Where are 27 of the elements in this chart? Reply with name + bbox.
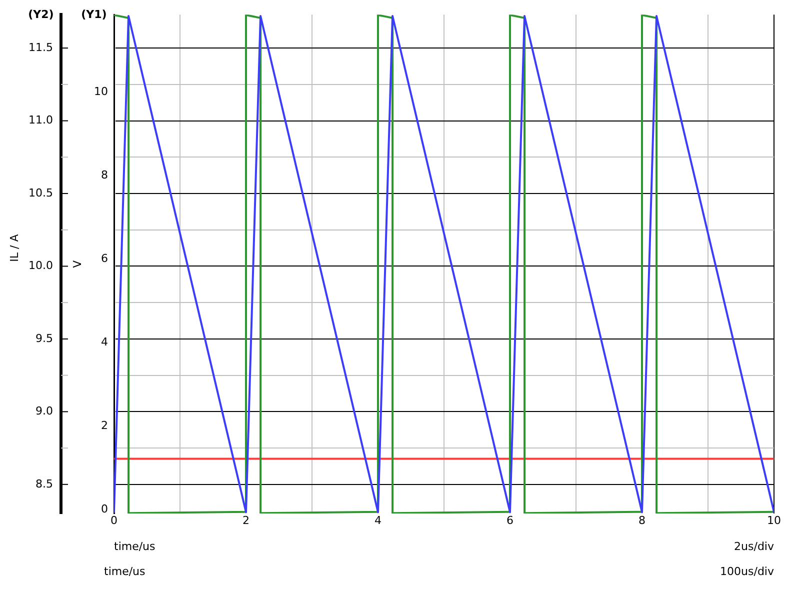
y2-tick-label: 10.0 [28,259,53,272]
x-tick-label: 4 [374,514,382,527]
y-tick-label: 8 [101,168,108,182]
text: (Y1) [81,8,107,21]
text: time/us [104,564,146,578]
y2-tick-label: 11.5 [28,40,53,54]
x-tick-label: 6 [506,514,514,527]
x-tick-label: 2 [242,514,250,527]
text: 2us/div [734,540,774,553]
text: 100us/div [720,564,774,578]
x-tick-label: 10 [767,514,781,527]
x-tick-label: 0 [110,514,118,527]
y-tick-label: 4 [101,336,108,349]
x-axis-title: time/us [114,540,156,553]
y2-tick-label: 8.5 [36,477,53,490]
y2-tick-label: 11.0 [28,114,53,127]
y-tick-label: 10 [94,85,108,98]
y-axis-title: V [70,260,84,268]
y2-tick-label: 10.5 [28,186,53,200]
x-tick-label: 8 [638,514,646,527]
y2-tick-label: 9.5 [36,332,53,345]
y-tick-label: 2 [101,419,108,432]
y2-axis-title: IL / A [8,234,21,262]
y-tick-label: 0 [101,502,108,516]
y-tick-label: 6 [101,252,108,266]
y2-tick-label: 9.0 [36,404,53,418]
text: (Y2) [28,8,54,21]
